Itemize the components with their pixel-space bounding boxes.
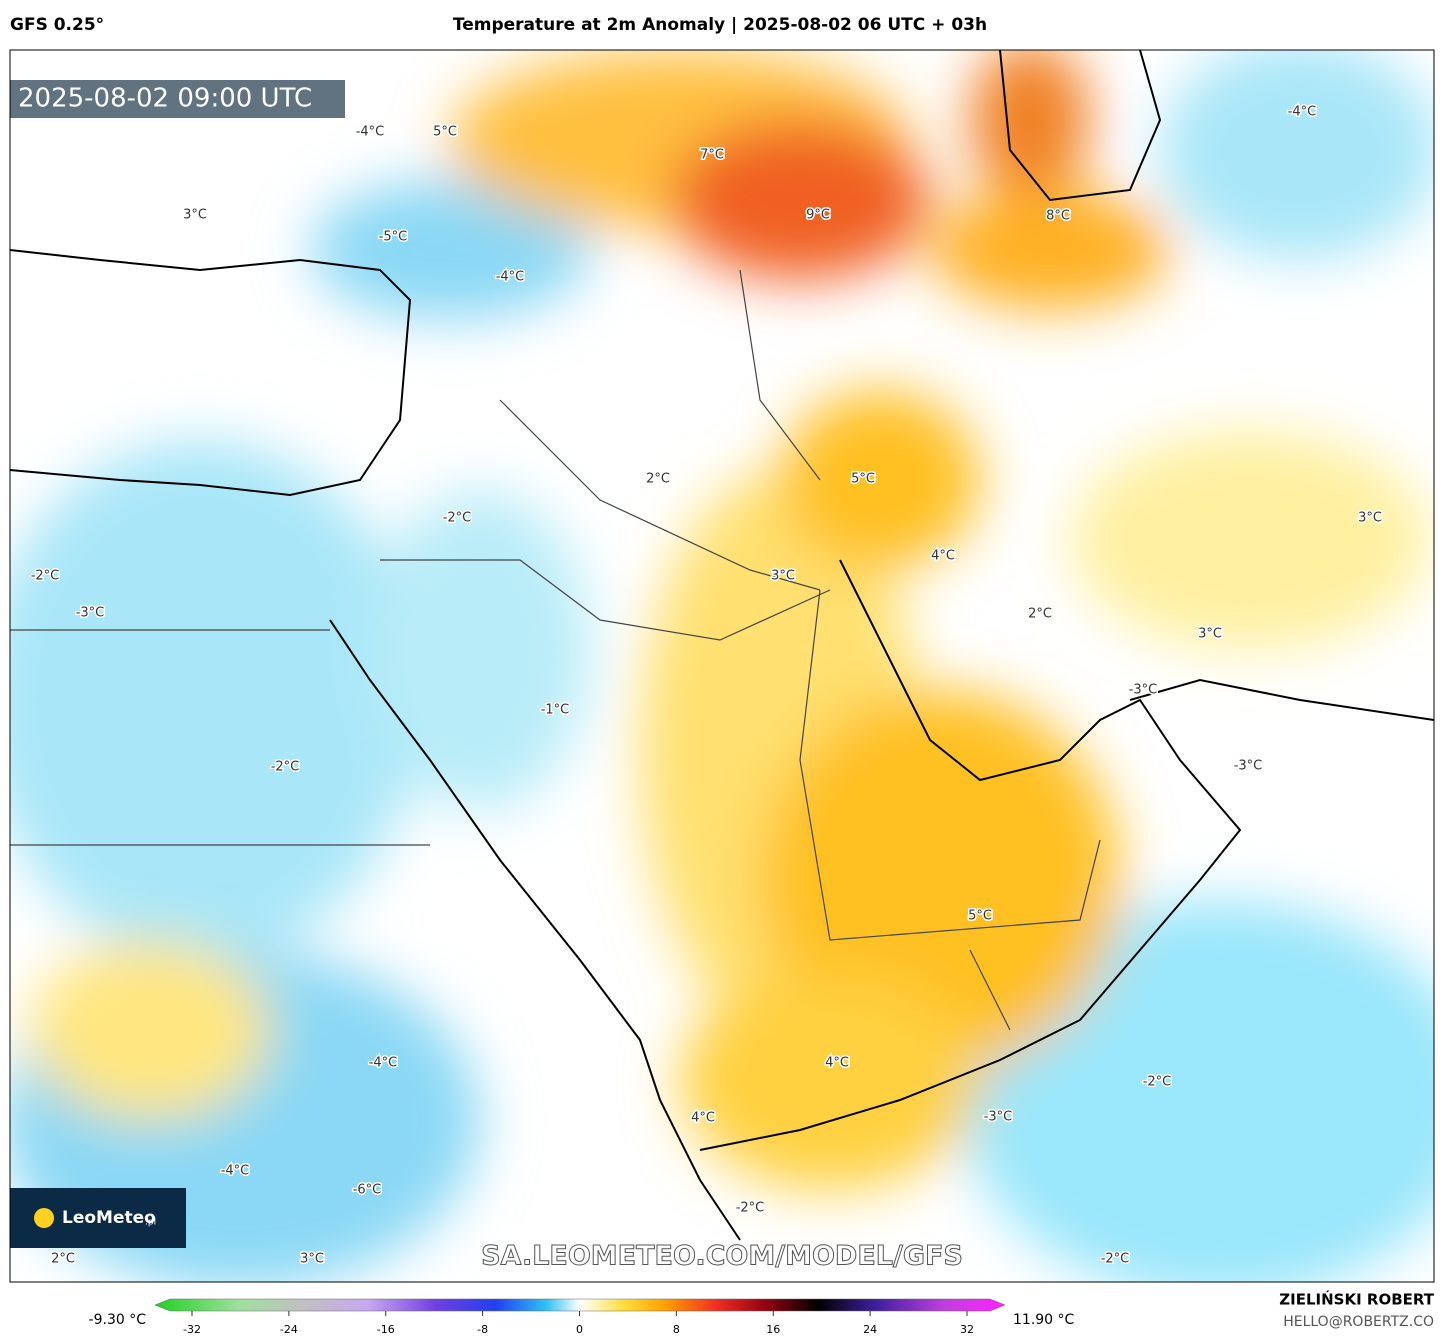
author: ZIELIŃSKI ROBERT bbox=[1279, 1290, 1434, 1309]
contour-label: 3°C bbox=[1358, 511, 1382, 526]
map: 2025-08-02 09:00 UTC -4°C 5°C 3°C -5°C -4°C 2… bbox=[10, 50, 1434, 1282]
legend-tick-label: 0 bbox=[576, 1323, 583, 1336]
legend-tick-label: 16 bbox=[766, 1323, 780, 1336]
contour-label: -5°C bbox=[379, 230, 408, 245]
contour-label: 9°C bbox=[806, 208, 830, 223]
contour-label: -4°C bbox=[356, 125, 385, 140]
contour-label: -2°C bbox=[736, 1201, 765, 1216]
legend-tick-label: -24 bbox=[280, 1323, 298, 1336]
legend-tick-label: -8 bbox=[477, 1323, 488, 1336]
contour-label: 5°C bbox=[851, 472, 875, 487]
contour-label: 3°C bbox=[1198, 627, 1222, 642]
contour-label: 5°C bbox=[433, 125, 457, 140]
contour-label: -4°C bbox=[221, 1164, 250, 1179]
contour-label: 2°C bbox=[51, 1252, 75, 1267]
watermark: SA.LEOMETEO.COM/MODEL/GFS bbox=[481, 1241, 963, 1272]
logo-name: LeoMeteo bbox=[62, 1208, 156, 1228]
timestamp: 2025-08-02 09:00 UTC bbox=[18, 84, 312, 114]
contour-label: -6°C bbox=[353, 1183, 382, 1198]
legend-tick-label: 24 bbox=[863, 1323, 877, 1336]
legend-tick-label: -16 bbox=[377, 1323, 395, 1336]
model-name: GFS 0.25° bbox=[10, 15, 104, 35]
legend-tick-label: -32 bbox=[183, 1323, 201, 1336]
contour-label: -1°C bbox=[541, 703, 570, 718]
contour-label: -2°C bbox=[1101, 1252, 1130, 1267]
contour-label: 5°C bbox=[968, 909, 992, 924]
legend-min: -9.30 °C bbox=[89, 1312, 147, 1328]
contour-label: -2°C bbox=[31, 569, 60, 584]
map-title: Temperature at 2m Anomaly | 2025-08-02 0… bbox=[453, 15, 987, 35]
contour-label: -4°C bbox=[369, 1056, 398, 1071]
contour-label: 4°C bbox=[931, 549, 955, 564]
logo-suffix: .pl bbox=[145, 1218, 156, 1228]
contour-label: 3°C bbox=[300, 1252, 324, 1267]
contact: HELLO@ROBERTZ.CO bbox=[1283, 1314, 1434, 1330]
legend-tick-label: 32 bbox=[960, 1323, 974, 1336]
color-bar bbox=[154, 1298, 1006, 1312]
contour-label: -4°C bbox=[496, 270, 525, 285]
contour-label: -3°C bbox=[1129, 683, 1158, 698]
contour-label: -3°C bbox=[76, 606, 105, 621]
legend-tick-label: 8 bbox=[673, 1323, 680, 1336]
contour-label: 2°C bbox=[1028, 607, 1052, 622]
contour-label: 4°C bbox=[691, 1111, 715, 1126]
contour-label: -2°C bbox=[1143, 1075, 1172, 1090]
contour-label: 3°C bbox=[183, 208, 207, 223]
contour-label: -2°C bbox=[443, 511, 472, 526]
contour-label: 2°C bbox=[646, 472, 670, 487]
legend-max: 11.90 °C bbox=[1013, 1312, 1075, 1328]
contour-label: -4°C bbox=[1288, 105, 1317, 120]
contour-label: 4°C bbox=[825, 1056, 849, 1071]
contour-label: -3°C bbox=[984, 1110, 1013, 1125]
contour-label: -2°C bbox=[271, 760, 300, 775]
contour-label: 8°C bbox=[1046, 209, 1070, 224]
contour-label: 3°C bbox=[771, 569, 795, 584]
contour-label: -3°C bbox=[1234, 759, 1263, 774]
contour-label: 7°C bbox=[700, 148, 724, 163]
